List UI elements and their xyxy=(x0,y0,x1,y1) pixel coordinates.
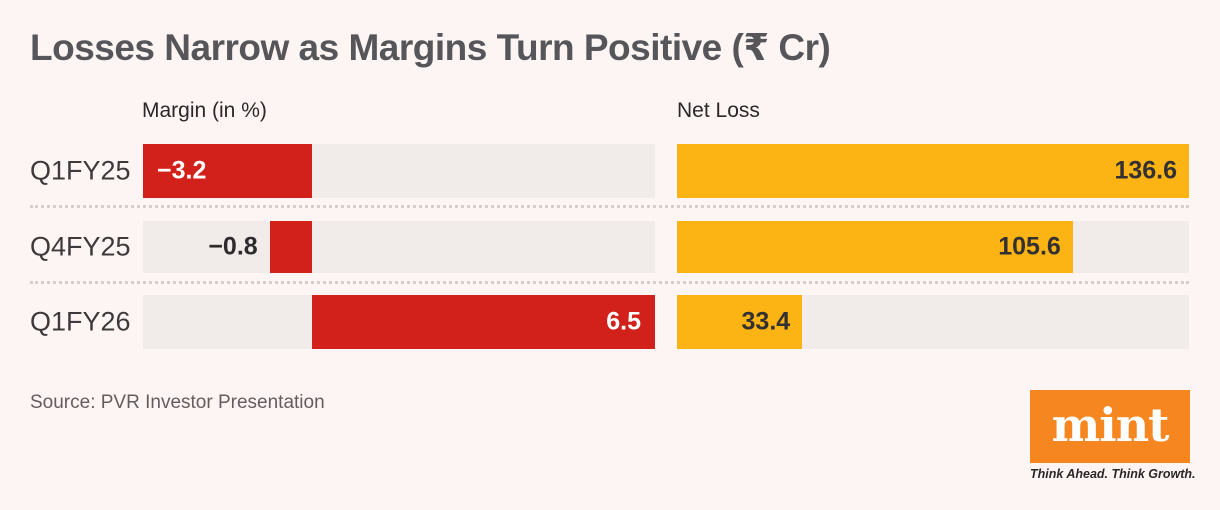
net-loss-bar-track: 136.6 xyxy=(677,144,1189,198)
source-attribution: Source: PVR Investor Presentation xyxy=(30,392,325,413)
net-loss-bar: 105.6 xyxy=(677,221,1073,273)
chart-row-q1fy26: Q1FY26 6.5 33.4 xyxy=(0,295,1220,349)
net-loss-value-label: 105.6 xyxy=(998,232,1061,261)
mint-logo: mint xyxy=(1030,390,1190,463)
net-loss-value-label: 136.6 xyxy=(1114,156,1177,185)
margin-bar-track: −3.2 xyxy=(143,144,655,198)
margin-value-label: 6.5 xyxy=(606,307,641,336)
margin-bar xyxy=(143,144,312,198)
column-header-margin: Margin (in %) xyxy=(142,99,267,122)
category-label: Q4FY25 xyxy=(30,231,131,262)
net-loss-bar: 136.6 xyxy=(677,144,1189,198)
net-loss-bar-track: 105.6 xyxy=(677,221,1189,273)
chart-title: Losses Narrow as Margins Turn Positive (… xyxy=(30,27,831,68)
net-loss-value-label: 33.4 xyxy=(741,307,791,336)
chart-row-q4fy25: Q4FY25 −0.8 105.6 xyxy=(0,221,1220,273)
category-label: Q1FY25 xyxy=(30,155,131,186)
margin-bar xyxy=(269,221,312,273)
dotted-row-separator xyxy=(30,205,1189,208)
net-loss-bar-track: 33.4 xyxy=(677,295,1189,349)
margin-value-label: −3.2 xyxy=(157,156,207,185)
margin-bar xyxy=(311,295,655,349)
category-label: Q1FY26 xyxy=(30,306,131,337)
net-loss-bar: 33.4 xyxy=(677,295,803,349)
dotted-row-separator xyxy=(30,281,1189,284)
column-header-net-loss: Net Loss xyxy=(677,99,760,122)
margin-bar-track: −0.8 xyxy=(143,221,655,273)
mint-tagline: Think Ahead. Think Growth. xyxy=(1030,467,1196,481)
margin-bar-track: 6.5 xyxy=(143,295,655,349)
mint-logo-text: mint xyxy=(1051,397,1170,452)
margin-value-label: −0.8 xyxy=(208,232,258,261)
chart-row-q1fy25: Q1FY25 −3.2 136.6 xyxy=(0,144,1220,198)
